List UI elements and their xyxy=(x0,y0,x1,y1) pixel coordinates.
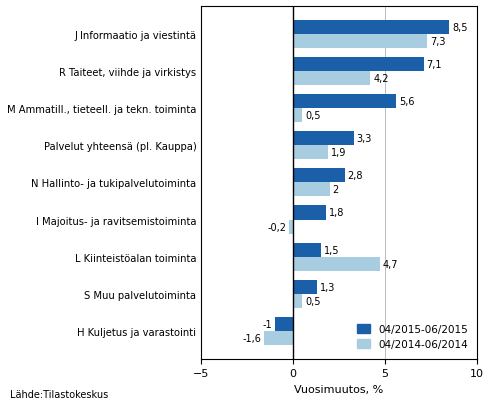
Text: 1,5: 1,5 xyxy=(324,245,339,255)
Bar xyxy=(293,35,427,49)
Bar xyxy=(290,220,293,234)
Bar xyxy=(293,257,380,271)
Legend: 04/2015-06/2015, 04/2014-06/2014: 04/2015-06/2015, 04/2014-06/2014 xyxy=(353,320,472,354)
Text: 8,5: 8,5 xyxy=(452,23,468,32)
Text: -1,6: -1,6 xyxy=(242,333,261,343)
Text: 0,5: 0,5 xyxy=(305,111,321,121)
Text: 2: 2 xyxy=(333,185,339,195)
Bar xyxy=(275,317,293,331)
Bar xyxy=(293,169,345,183)
Text: 2,8: 2,8 xyxy=(348,171,363,181)
Text: 0,5: 0,5 xyxy=(305,296,321,306)
Text: 4,2: 4,2 xyxy=(373,74,389,84)
Bar xyxy=(293,20,449,35)
X-axis label: Vuosimuutos, %: Vuosimuutos, % xyxy=(295,384,384,394)
Bar xyxy=(293,58,424,72)
Bar xyxy=(293,95,396,109)
Text: 7,3: 7,3 xyxy=(430,37,446,47)
Text: Lähde:Tilastokeskus: Lähde:Tilastokeskus xyxy=(10,389,108,399)
Text: 1,3: 1,3 xyxy=(320,282,335,292)
Bar xyxy=(293,243,321,257)
Bar xyxy=(293,206,326,220)
Bar xyxy=(293,294,302,308)
Text: -0,2: -0,2 xyxy=(268,222,287,232)
Text: 5,6: 5,6 xyxy=(399,97,414,107)
Bar xyxy=(293,72,370,86)
Text: 7,1: 7,1 xyxy=(427,60,442,70)
Bar xyxy=(293,132,354,146)
Text: 1,8: 1,8 xyxy=(329,208,344,218)
Bar xyxy=(293,183,330,197)
Text: -1: -1 xyxy=(262,319,272,329)
Text: 3,3: 3,3 xyxy=(356,134,372,144)
Bar xyxy=(293,280,317,294)
Bar xyxy=(293,109,302,123)
Text: 4,7: 4,7 xyxy=(382,259,398,269)
Bar xyxy=(264,331,293,345)
Bar xyxy=(293,146,328,160)
Text: 1,9: 1,9 xyxy=(331,148,346,158)
